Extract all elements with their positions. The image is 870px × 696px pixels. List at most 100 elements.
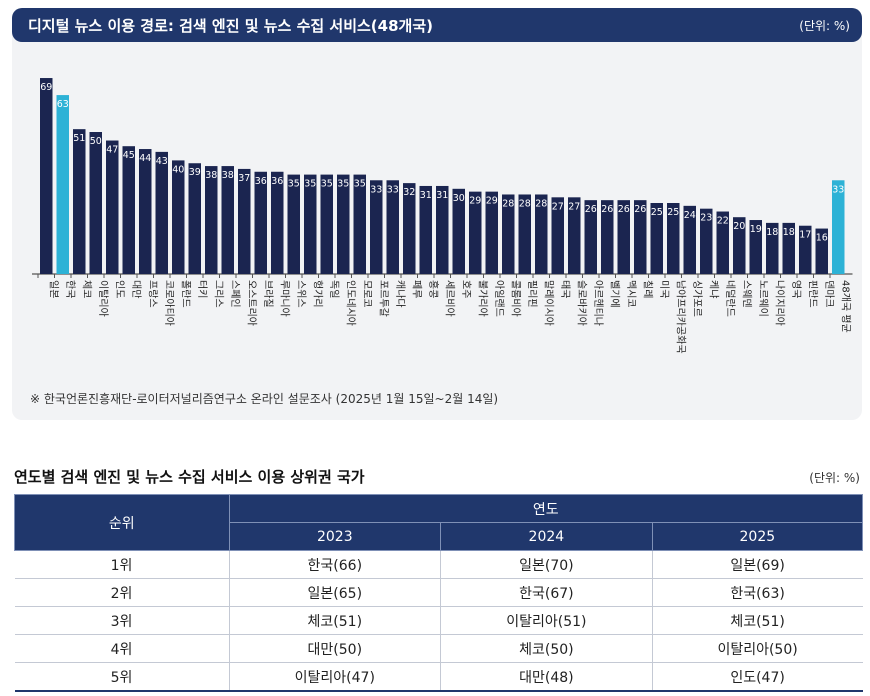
bar [749,220,762,274]
category-label: 말레이시아 [542,280,554,326]
category-label: 모로코 [361,280,372,308]
category-label: 캐나다 [394,280,406,308]
rank-cell: 2위 [14,578,230,607]
bar [832,180,845,274]
bar [238,168,251,274]
table-cell: 한국(63) [652,578,863,607]
category-label: 불가리아 [476,280,488,317]
bar [485,191,498,274]
bar-value-label: 36 [255,176,267,187]
bar [815,228,828,274]
bar [337,174,350,274]
table-cell: 일본(65) [229,578,442,607]
category-label: 멕시코 [625,280,637,308]
table-cell: 대만(50) [229,634,442,663]
category-label: 48개국 평균 [839,280,851,333]
bar-value-label: 20 [733,221,745,232]
bar [139,149,152,274]
bar-value-label: 27 [568,201,580,212]
table-cell: 이탈리아(47) [229,662,442,692]
bar-value-label: 40 [172,164,184,175]
table-row: 3위 체코(51) 이탈리아(51) 체코(51) [14,606,863,635]
bar-value-label: 22 [717,216,729,227]
category-label: 체코 [80,280,92,298]
bar-value-label: 24 [684,210,696,221]
bar-value-label: 17 [799,230,811,241]
bar-value-label: 51 [73,133,85,144]
category-label: 칠레 [641,280,653,298]
bar-value-label: 31 [436,190,448,201]
category-label: 이탈리아 [97,280,110,317]
bar [700,208,713,274]
table-row: 2위 일본(65) 한국(67) 한국(63) [14,578,863,607]
bar-value-label: 50 [90,136,102,147]
category-label: 홍콩 [427,280,440,298]
category-label: 핀란드 [806,280,818,308]
category-label: 독일 [328,280,340,298]
category-label: 필리핀 [526,280,538,308]
bar [155,151,168,274]
bar [73,129,86,274]
bar [386,180,399,274]
table-cell: 한국(66) [229,550,442,579]
bar-value-label: 23 [700,213,712,224]
bar [782,222,795,274]
category-label: 케냐 [707,280,719,298]
category-label: 브라질 [262,280,274,308]
bar [205,166,218,274]
bar [469,191,482,274]
category-label: 프랑스 [146,280,158,308]
table-cell: 이탈리아(50) [652,634,863,663]
bar [271,171,284,274]
bar-value-label: 27 [552,201,564,212]
bar [667,203,680,274]
bar-value-label: 26 [585,204,597,215]
category-label: 페루 [410,280,422,298]
bar-value-label: 69 [40,82,52,93]
bar [634,200,647,274]
category-label: 스웨덴 [740,280,752,308]
bar-value-label: 36 [271,176,283,187]
table-cell: 체코(51) [652,606,863,635]
year-header: 연도 [228,494,863,523]
bar [617,200,630,274]
source-note: ※ 한국언론진흥재단-로이터저널리즘연구소 온라인 설문조사 (2025년 1월… [30,392,499,406]
bar [122,146,135,274]
bar-value-label: 16 [816,233,828,244]
category-label: 영국 [790,280,802,298]
bar [584,200,597,274]
bar [683,205,696,274]
table-unit: (단위: %) [809,471,860,485]
bar-value-label: 32 [403,187,415,198]
bar-value-label: 35 [288,179,300,190]
bar-value-label: 29 [469,196,481,207]
bar-value-label: 33 [832,184,844,195]
table-cell: 한국(67) [440,578,653,607]
bar [502,194,515,274]
bar-value-label: 35 [321,179,333,190]
bar [766,222,779,274]
bar-value-label: 25 [667,207,679,218]
category-label: 미국 [658,280,670,298]
table-cell: 인도(47) [652,662,863,692]
bar-value-label: 35 [304,179,316,190]
bar [106,140,119,274]
bar-value-label: 39 [189,167,201,178]
category-label: 터키 [196,280,208,298]
bar-value-label: 29 [486,196,498,207]
bar [452,188,465,274]
chart-unit: (단위: %) [799,19,850,33]
table-cell: 대만(48) [440,662,653,692]
bar-value-label: 31 [420,190,432,201]
bar [370,180,383,274]
category-label: 인도 [113,280,125,298]
chart-title-bar [12,8,862,42]
bar [254,171,267,274]
bar-value-label: 45 [123,150,135,161]
bar-value-label: 19 [750,224,762,235]
category-label: 콜롬비아 [509,280,521,317]
bar [518,194,531,274]
category-label: 호주 [460,280,472,298]
category-label: 벨기에 [608,280,620,308]
rank-cell: 3위 [14,606,230,635]
